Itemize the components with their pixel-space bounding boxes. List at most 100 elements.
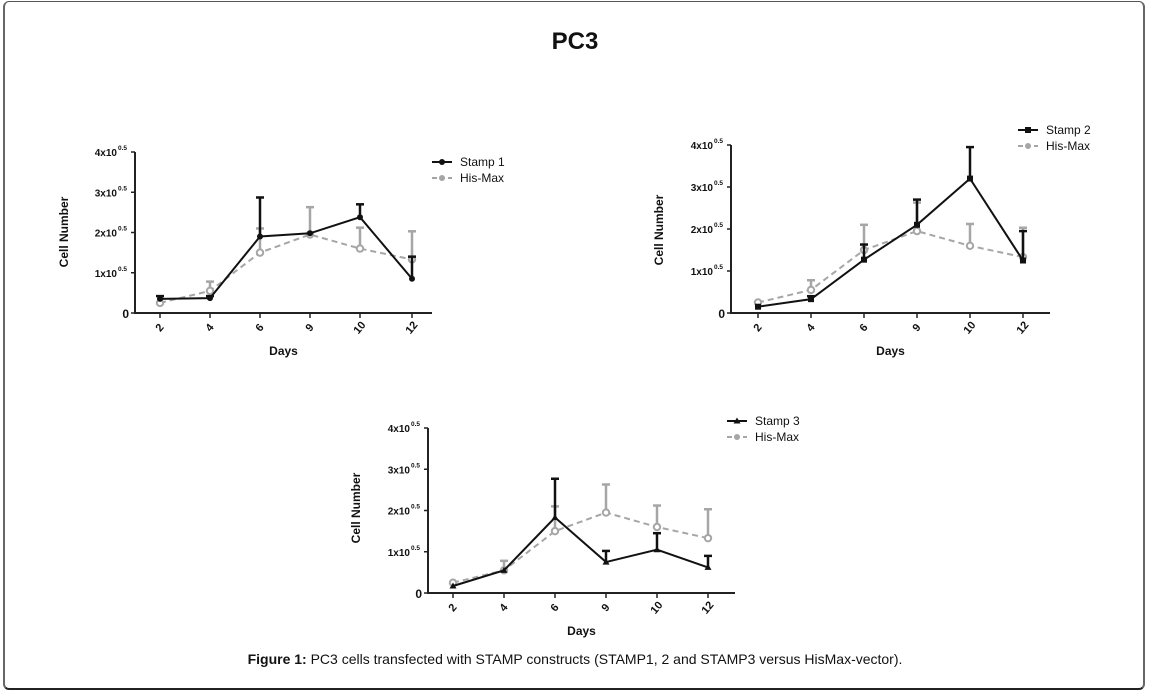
data-point	[704, 563, 712, 570]
legend-label: Stamp 2	[1046, 123, 1091, 137]
x-tick-label: 10	[351, 319, 368, 336]
y-tick-label: 0	[122, 307, 129, 321]
x-tick-label: 6	[857, 322, 870, 334]
legend-marker	[439, 175, 445, 181]
series-line	[757, 230, 1024, 304]
y-tick-exponent: 0.5	[118, 185, 127, 192]
y-tick-label: 4x10	[95, 148, 118, 159]
series-hismax	[448, 483, 713, 587]
data-point	[861, 256, 867, 263]
y-axis-label: Cell Number	[349, 472, 363, 543]
x-tick-label: 6	[548, 602, 561, 614]
data-point	[205, 286, 215, 296]
y-tick-label: 1x10	[95, 269, 118, 280]
data-point	[1020, 257, 1026, 264]
legend-marker	[439, 159, 445, 165]
x-tick-label: 9	[303, 322, 316, 334]
y-tick-label: 1x10	[388, 548, 411, 559]
legend-label: His-Max	[460, 171, 504, 185]
data-point	[551, 514, 559, 521]
series-hismax	[155, 205, 417, 308]
x-tick-label: 9	[910, 322, 923, 334]
series-stamp	[755, 145, 1027, 310]
series-line	[757, 177, 1024, 308]
x-tick-label: 4	[203, 321, 217, 334]
data-point	[967, 175, 973, 182]
data-point	[806, 285, 816, 295]
series-hismax	[753, 201, 1028, 307]
data-point	[653, 546, 661, 553]
legend: Stamp 3 His-Max	[727, 414, 800, 444]
legend-label: Stamp 1	[460, 155, 505, 169]
y-tick-label: 2x10	[691, 225, 714, 236]
data-point	[355, 244, 365, 253]
figure-caption: Figure 1: PC3 cells transfected with STA…	[0, 651, 1150, 667]
data-point	[500, 566, 508, 573]
data-point	[357, 214, 363, 221]
x-tick-label: 12	[1014, 319, 1031, 336]
x-tick-label: 6	[253, 322, 266, 334]
x-tick-label: 10	[961, 319, 978, 336]
caption-label: Figure 1:	[247, 651, 307, 667]
x-axis-label: Days	[269, 344, 298, 358]
y-tick-exponent: 0.5	[714, 138, 723, 145]
figure-title: PC3	[551, 28, 599, 55]
series-line	[159, 216, 413, 300]
x-tick-label: 2	[751, 322, 764, 334]
legend: Stamp 2 His-Max	[1018, 123, 1091, 153]
y-tick-exponent: 0.5	[411, 421, 420, 428]
y-tick-label: 4x10	[691, 141, 714, 152]
legend-marker	[1025, 127, 1031, 133]
y-tick-label: 1x10	[691, 267, 714, 278]
y-tick-label: 3x10	[95, 188, 118, 199]
y-tick-label: 0	[415, 587, 422, 601]
y-tick-label: 3x10	[388, 465, 411, 476]
y-tick-label: 2x10	[95, 229, 118, 240]
data-point	[808, 296, 814, 303]
y-tick-exponent: 0.5	[411, 504, 420, 511]
data-point	[255, 248, 265, 257]
y-tick-exponent: 0.5	[714, 180, 723, 187]
y-tick-label: 2x10	[388, 507, 411, 518]
legend: Stamp 1 His-Max	[432, 155, 505, 185]
series-stamp	[449, 477, 712, 589]
figure-frame	[3, 1, 1145, 690]
series-line	[452, 511, 709, 584]
data-point	[965, 241, 975, 251]
x-axis-label: Days	[567, 624, 596, 638]
series-line	[159, 233, 413, 304]
data-point	[652, 522, 662, 532]
y-tick-exponent: 0.5	[411, 462, 420, 469]
y-tick-label: 0	[718, 307, 725, 321]
x-tick-label: 4	[804, 321, 818, 334]
y-tick-exponent: 0.5	[411, 545, 420, 552]
y-tick-exponent: 0.5	[714, 264, 723, 271]
y-axis-label: Cell Number	[57, 196, 71, 267]
y-tick-exponent: 0.5	[714, 222, 723, 229]
legend-label: His-Max	[1046, 139, 1090, 153]
x-tick-label: 12	[403, 319, 420, 336]
y-tick-label: 3x10	[691, 183, 714, 194]
data-point	[207, 295, 213, 302]
series-stamp	[156, 196, 416, 302]
data-point	[257, 233, 263, 240]
series-line	[452, 516, 709, 587]
y-axis-label: Cell Number	[652, 194, 666, 265]
y-tick-exponent: 0.5	[118, 145, 127, 152]
legend-marker	[733, 417, 741, 424]
legend-marker	[1025, 143, 1031, 149]
data-point	[449, 582, 457, 589]
data-point	[601, 508, 611, 517]
data-point	[550, 526, 560, 536]
data-point	[914, 221, 920, 228]
x-axis-label: Days	[876, 344, 905, 358]
legend-marker	[734, 434, 740, 440]
data-point	[755, 303, 761, 310]
caption-text: PC3 cells transfected with STAMP constru…	[306, 651, 903, 667]
data-point	[703, 533, 713, 543]
data-point	[409, 275, 415, 282]
